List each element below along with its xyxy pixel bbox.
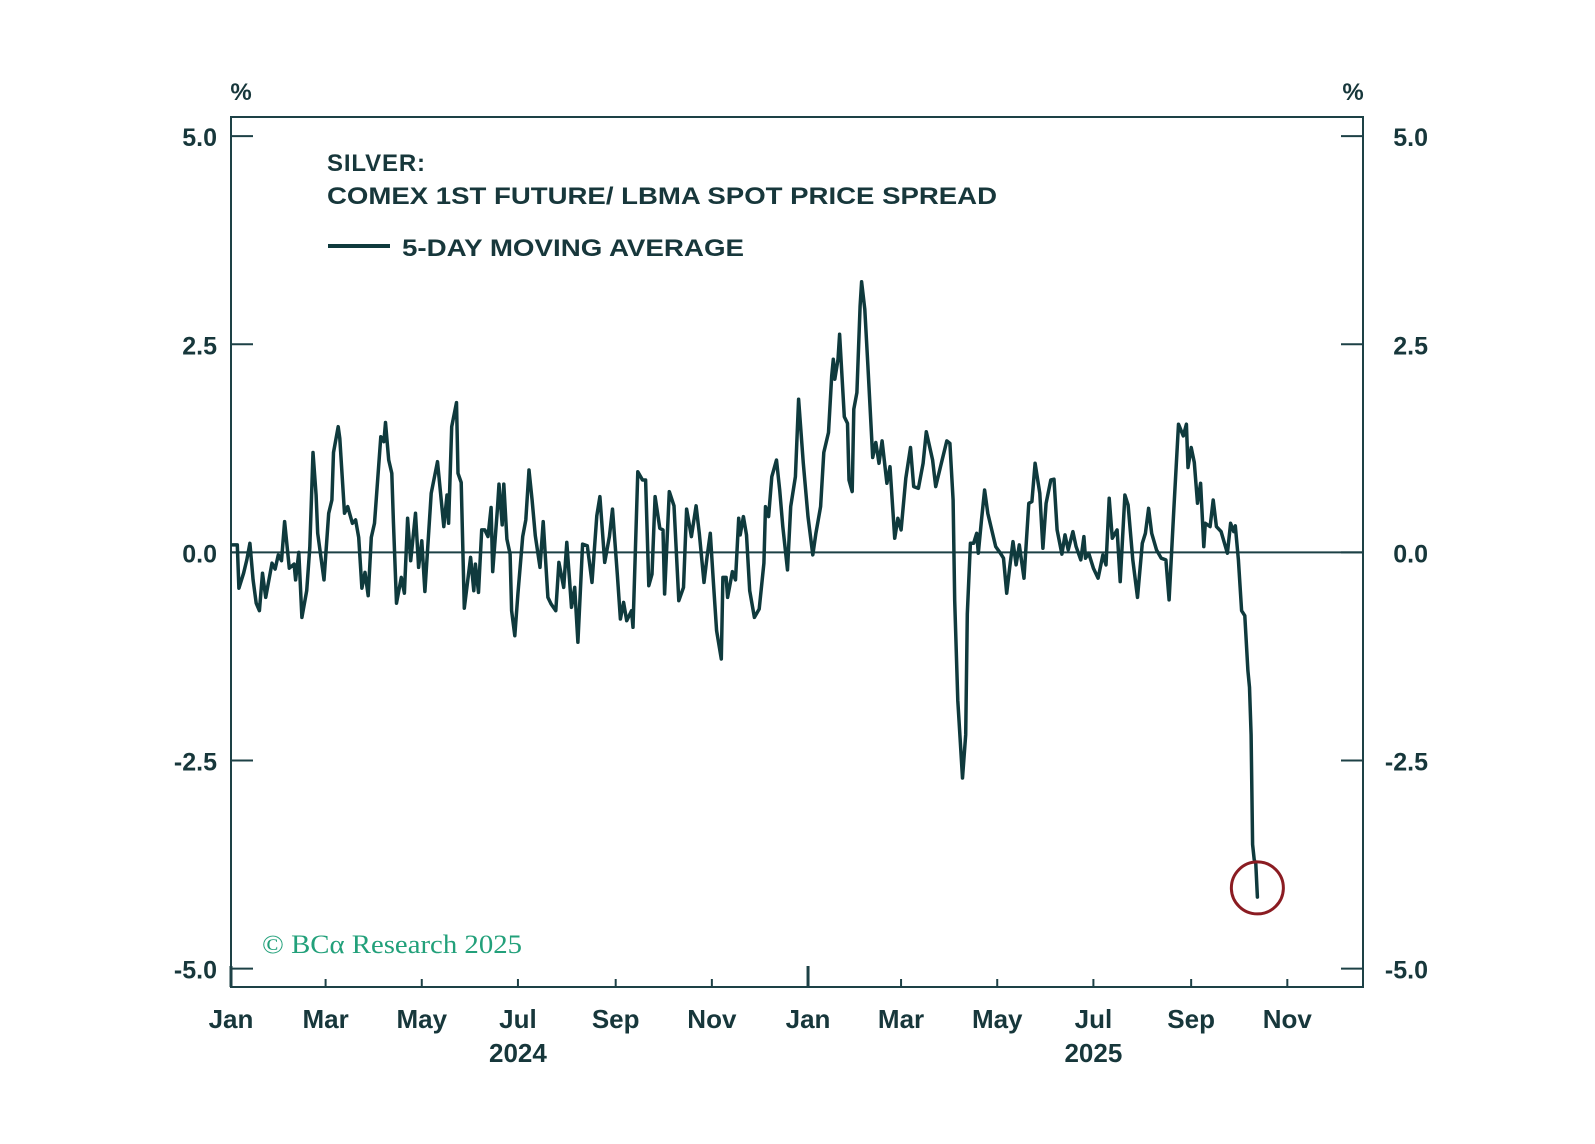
x-tick-label: Sep xyxy=(592,1004,640,1034)
y-tick-label-left: 5.0 xyxy=(182,124,217,152)
y-tick-label-right: -5.0 xyxy=(1385,957,1428,985)
x-tick-label: Mar xyxy=(302,1004,348,1034)
x-year-label-2025: 2025 xyxy=(1064,1038,1122,1068)
legend: 5-DAY MOVING AVERAGE xyxy=(328,235,744,262)
y-tick-label-right: -2.5 xyxy=(1385,749,1428,777)
y-tick-label-left: 2.5 xyxy=(182,332,217,360)
right-axis-unit-label: % xyxy=(1342,79,1363,106)
x-tick-label: May xyxy=(972,1004,1023,1034)
y-tick-label-left: -2.5 xyxy=(174,749,217,777)
series-line-5-day-moving-average xyxy=(230,280,1260,899)
y-tick-label-right: 0.0 xyxy=(1393,540,1428,568)
x-year-label-2024: 2024 xyxy=(489,1038,547,1068)
x-tick-label: Jul xyxy=(499,1004,537,1034)
x-axis-ticks: Jan Mar May Jul Sep Nov Jan Mar May Jul Sep Nov xyxy=(209,966,1313,1034)
x-tick-label: Mar xyxy=(878,1004,924,1034)
y-tick-label-left: -5.0 xyxy=(174,957,217,985)
x-tick-label: May xyxy=(396,1004,447,1034)
left-axis-unit-label: % xyxy=(230,79,251,106)
x-tick-label: Jan xyxy=(786,1004,831,1034)
annotation-circle-latest-value xyxy=(1229,860,1285,916)
y-tick-label-right: 2.5 xyxy=(1393,332,1428,360)
chart-title: SILVER: xyxy=(327,150,425,177)
y-tick-label-right: 5.0 xyxy=(1393,124,1428,152)
y-tick-label-left: 0.0 xyxy=(182,540,217,568)
chart-subtitle: COMEX 1ST FUTURE/ LBMA SPOT PRICE SPREAD xyxy=(327,183,997,210)
legend-label: 5-DAY MOVING AVERAGE xyxy=(402,235,744,262)
x-tick-label: Jul xyxy=(1075,1004,1113,1034)
x-tick-label: Nov xyxy=(687,1004,737,1034)
x-tick-label: Jan xyxy=(209,1004,254,1034)
y-axis-ticks: 5.0 5.0 2.5 2.5 0.0 0.0 -2.5 -2.5 -5.0 -5.0 xyxy=(174,124,1428,985)
x-tick-label: Sep xyxy=(1167,1004,1215,1034)
copyright-source-label: © BCα Research 2025 xyxy=(262,930,522,959)
x-tick-label: Nov xyxy=(1263,1004,1313,1034)
